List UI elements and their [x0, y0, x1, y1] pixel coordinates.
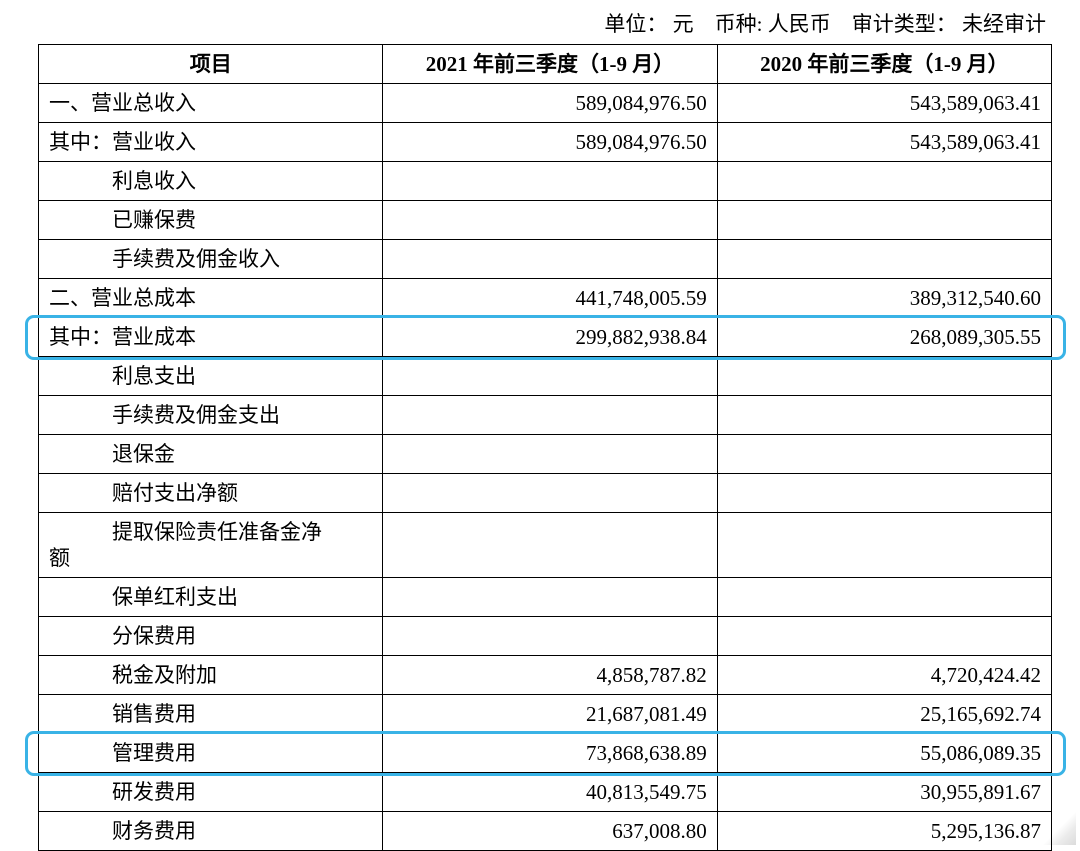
currency-label: 币种:: [715, 12, 763, 36]
audit-label: 审计类型：: [852, 12, 957, 36]
row-label: 退保金: [39, 435, 383, 474]
cell-2020: 543,589,063.41: [717, 84, 1051, 123]
row-label: 一、营业总收入: [39, 84, 383, 123]
table-row: 手续费及佣金支出: [39, 396, 1052, 435]
row-label: 保单红利支出: [39, 578, 383, 617]
cell-2020: [717, 240, 1051, 279]
cell-2020: [717, 578, 1051, 617]
cell-2021: [383, 435, 717, 474]
cell-2020: 543,589,063.41: [717, 123, 1051, 162]
table-row: 利息收入: [39, 162, 1052, 201]
currency-value: 人民币: [768, 12, 831, 36]
cell-2021: 637,008.80: [383, 812, 717, 851]
table-row: 财务费用637,008.805,295,136.87: [39, 812, 1052, 851]
table-row: 提取保险责任准备金净额: [39, 513, 1052, 578]
table-row: 退保金: [39, 435, 1052, 474]
row-label: 提取保险责任准备金净额: [39, 513, 383, 578]
table-row: 研发费用40,813,549.7530,955,891.67: [39, 773, 1052, 812]
row-label: 已赚保费: [39, 201, 383, 240]
row-label: 其中：营业收入: [39, 123, 383, 162]
cell-2020: 268,089,305.55: [717, 318, 1051, 357]
cell-2020: [717, 396, 1051, 435]
table-row: 其中：营业收入589,084,976.50543,589,063.41: [39, 123, 1052, 162]
cell-2020: [717, 435, 1051, 474]
cell-2020: 389,312,540.60: [717, 279, 1051, 318]
row-label: 销售费用: [39, 695, 383, 734]
col-header-2020: 2020 年前三季度（1-9 月）: [717, 45, 1051, 84]
cell-2020: 4,720,424.42: [717, 656, 1051, 695]
unit-label: 单位：: [604, 12, 667, 36]
row-label: 税金及附加: [39, 656, 383, 695]
row-label: 管理费用: [39, 734, 383, 773]
cell-2020: [717, 162, 1051, 201]
cell-2021: [383, 474, 717, 513]
col-header-2021: 2021 年前三季度（1-9 月）: [383, 45, 717, 84]
cell-2021: [383, 357, 717, 396]
table-row: 其中：营业成本299,882,938.84268,089,305.55: [39, 318, 1052, 357]
cell-2020: [717, 201, 1051, 240]
row-label: 利息收入: [39, 162, 383, 201]
cell-2020: [717, 513, 1051, 578]
table-row: 保单红利支出: [39, 578, 1052, 617]
cell-2021: 441,748,005.59: [383, 279, 717, 318]
cell-2021: [383, 162, 717, 201]
table-row: 一、营业总收入589,084,976.50543,589,063.41: [39, 84, 1052, 123]
table-header-row: 项目 2021 年前三季度（1-9 月） 2020 年前三季度（1-9 月）: [39, 45, 1052, 84]
cell-2020: 30,955,891.67: [717, 773, 1051, 812]
cell-2021: 299,882,938.84: [383, 318, 717, 357]
row-label: 分保费用: [39, 617, 383, 656]
table-row: 手续费及佣金收入: [39, 240, 1052, 279]
cell-2020: 25,165,692.74: [717, 695, 1051, 734]
cell-2021: 589,084,976.50: [383, 84, 717, 123]
page: 单位： 元 币种: 人民币 审计类型： 未经审计 项目 2021 年前三季度（1…: [0, 0, 1080, 849]
table-row: 税金及附加4,858,787.824,720,424.42: [39, 656, 1052, 695]
cell-2021: [383, 513, 717, 578]
audit-value: 未经审计: [962, 12, 1046, 36]
table-row: 已赚保费: [39, 201, 1052, 240]
table-meta-header: 单位： 元 币种: 人民币 审计类型： 未经审计: [38, 8, 1052, 38]
table-row: 销售费用21,687,081.4925,165,692.74: [39, 695, 1052, 734]
cell-2021: 589,084,976.50: [383, 123, 717, 162]
cell-2021: 73,868,638.89: [383, 734, 717, 773]
unit-value: 元: [673, 12, 694, 36]
cell-2021: 40,813,549.75: [383, 773, 717, 812]
table-row: 管理费用73,868,638.8955,086,089.35: [39, 734, 1052, 773]
cell-2020: [717, 474, 1051, 513]
cell-2020: 55,086,089.35: [717, 734, 1051, 773]
cell-2021: [383, 201, 717, 240]
row-label: 手续费及佣金支出: [39, 396, 383, 435]
cell-2020: [717, 617, 1051, 656]
table-row: 赔付支出净额: [39, 474, 1052, 513]
table-row: 利息支出: [39, 357, 1052, 396]
cell-2021: [383, 578, 717, 617]
col-header-item: 项目: [39, 45, 383, 84]
cell-2021: [383, 240, 717, 279]
row-label: 二、营业总成本: [39, 279, 383, 318]
row-label: 手续费及佣金收入: [39, 240, 383, 279]
table-row: 二、营业总成本441,748,005.59389,312,540.60: [39, 279, 1052, 318]
row-label: 其中：营业成本: [39, 318, 383, 357]
cell-2021: [383, 396, 717, 435]
row-label: 财务费用: [39, 812, 383, 851]
cell-2021: [383, 617, 717, 656]
row-label: 赔付支出净额: [39, 474, 383, 513]
cell-2020: [717, 357, 1051, 396]
financial-table: 项目 2021 年前三季度（1-9 月） 2020 年前三季度（1-9 月） 一…: [38, 44, 1052, 851]
cell-2020: 5,295,136.87: [717, 812, 1051, 851]
cell-2021: 4,858,787.82: [383, 656, 717, 695]
cell-2021: 21,687,081.49: [383, 695, 717, 734]
row-label: 研发费用: [39, 773, 383, 812]
row-label: 利息支出: [39, 357, 383, 396]
table-row: 分保费用: [39, 617, 1052, 656]
